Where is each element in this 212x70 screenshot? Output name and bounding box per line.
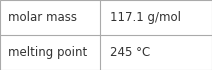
Text: molar mass: molar mass — [8, 11, 77, 24]
Text: 245 °C: 245 °C — [110, 46, 151, 59]
Text: 117.1 g/mol: 117.1 g/mol — [110, 11, 181, 24]
Text: melting point: melting point — [8, 46, 88, 59]
